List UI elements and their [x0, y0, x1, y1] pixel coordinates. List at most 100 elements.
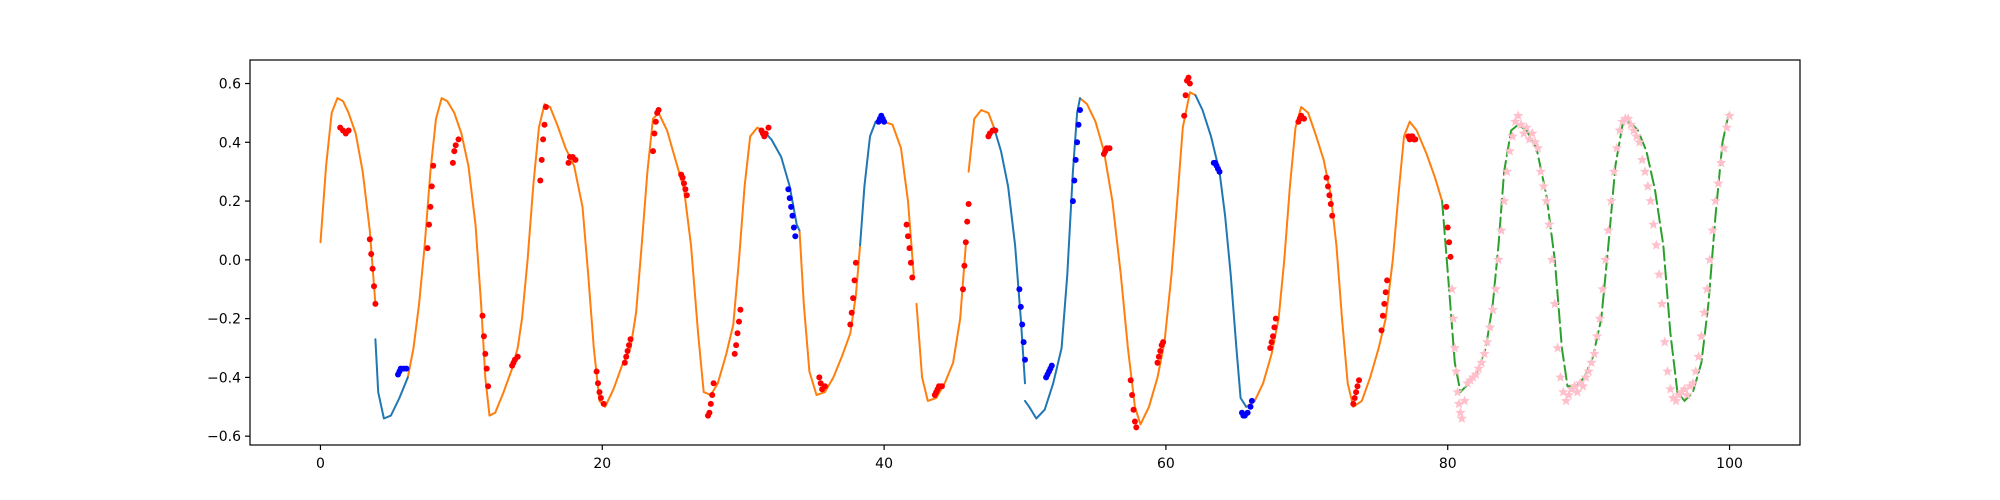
y-tick-label: 0.2: [219, 194, 241, 210]
red-point-marker: [626, 342, 632, 349]
red-point-marker: [1130, 406, 1137, 413]
pink-star-marker: [1455, 407, 1466, 418]
pink-star-marker: [1563, 389, 1575, 400]
pink-star-marker: [1659, 336, 1670, 347]
pink-star-marker: [1594, 313, 1606, 324]
pink-star-marker: [1634, 136, 1645, 147]
red-point-marker: [709, 392, 716, 398]
red-point-marker: [479, 312, 486, 319]
orange-series-line: [883, 120, 915, 276]
red-point-marker: [1325, 183, 1331, 190]
pink-star-marker: [1448, 313, 1459, 324]
pink-star-marker: [1446, 283, 1458, 294]
pink-star-marker: [1538, 180, 1549, 191]
navy-point-marker: [1075, 121, 1082, 128]
orange-series-line: [967, 109, 995, 173]
axes-frame: [249, 59, 1801, 446]
red-point-marker: [1154, 359, 1161, 366]
axes-layer: 0 20 40 60 80 100 −0.6 −0.4 −0.2 0.0 0.2 0.4 0.6: [207, 59, 1801, 472]
pink-star-marker: [1699, 307, 1710, 318]
x-tick-label: 60: [1157, 456, 1175, 472]
red-point-marker: [1181, 112, 1188, 119]
pink-star-marker: [1552, 342, 1563, 353]
red-point-marker: [452, 142, 459, 149]
pink-star-marker: [1645, 195, 1656, 206]
red-point-marker: [683, 192, 690, 199]
pink-star-marker: [1589, 348, 1600, 359]
red-point-marker: [600, 400, 607, 407]
pink-star-marker: [1676, 386, 1687, 397]
navy-point-marker: [789, 212, 796, 219]
red-point-marker: [651, 130, 658, 137]
navy-point-marker: [1074, 139, 1081, 146]
red-point-marker: [369, 265, 376, 272]
pink-star-marker: [1673, 389, 1684, 400]
orange-series-line: [1079, 91, 1197, 426]
red-point-marker: [1272, 315, 1279, 322]
red-point-marker: [542, 104, 549, 110]
red-point-marker: [1326, 192, 1333, 199]
red-point-marker: [485, 383, 492, 390]
pink-star-marker: [1639, 166, 1651, 177]
pink-star-marker: [1493, 254, 1504, 265]
red-point-marker: [852, 259, 859, 266]
navy-point-marker: [1048, 362, 1055, 369]
red-point-marker: [1155, 353, 1162, 360]
navy-point-marker: [786, 195, 793, 202]
pink-star-marker: [1473, 363, 1484, 373]
pink-star-marker: [1510, 116, 1521, 127]
pink-star-marker: [1696, 330, 1707, 341]
red-point-marker: [965, 201, 972, 207]
pink-star-marker: [1693, 351, 1704, 362]
pink-star-marker: [1487, 304, 1498, 315]
red-point-marker: [681, 180, 687, 187]
red-point-marker: [1106, 145, 1113, 152]
red-point-marker: [1271, 324, 1278, 331]
red-point-marker: [851, 277, 858, 284]
red-point-marker: [1381, 300, 1388, 307]
navy-point-marker: [1017, 303, 1024, 310]
red-point-marker: [427, 203, 434, 210]
red-point-marker: [903, 221, 910, 228]
pink-star-marker: [1532, 142, 1544, 153]
red-point-marker: [1350, 400, 1357, 407]
red-point-marker: [1447, 253, 1454, 260]
red-point-marker: [710, 380, 717, 387]
pink-star-marker: [1642, 180, 1653, 191]
red-point-marker: [960, 286, 966, 293]
red-point-marker: [679, 174, 686, 181]
red-point-marker: [652, 118, 659, 125]
y-tick-label: −0.6: [207, 429, 241, 445]
pink-star-marker: [1453, 398, 1465, 409]
red-point-marker: [1131, 418, 1138, 425]
x-tick-label: 40: [875, 456, 893, 472]
red-point-marker: [907, 259, 914, 266]
red-point-marker: [731, 350, 738, 357]
pink-star-marker: [1687, 377, 1699, 388]
pink-star-marker: [1586, 357, 1597, 368]
pink-star-marker: [1518, 128, 1529, 138]
navy-point-marker: [790, 224, 797, 231]
pink-star-marker: [1637, 154, 1648, 165]
pink-star-marker: [1535, 166, 1546, 177]
red-point-marker: [992, 127, 999, 134]
red-point-marker: [514, 353, 521, 360]
pink-star-marker: [1682, 389, 1693, 400]
pink-star-marker: [1591, 330, 1603, 341]
navy-point-marker: [1019, 321, 1026, 328]
pink-star-marker: [1484, 321, 1496, 332]
blue-series-line: [993, 126, 1026, 385]
pink-star-marker: [1631, 130, 1642, 141]
x-tick-label: 0: [316, 456, 325, 472]
orange-series-line: [1245, 106, 1444, 408]
pink-star-marker: [1572, 386, 1583, 397]
pink-star-marker: [1479, 348, 1490, 359]
red-point-marker: [816, 374, 823, 381]
red-point-marker: [905, 233, 911, 240]
navy-point-marker: [881, 118, 888, 125]
red-point-marker: [964, 218, 971, 225]
pink-star-marker: [1521, 122, 1532, 132]
red-point-marker: [1378, 327, 1385, 334]
